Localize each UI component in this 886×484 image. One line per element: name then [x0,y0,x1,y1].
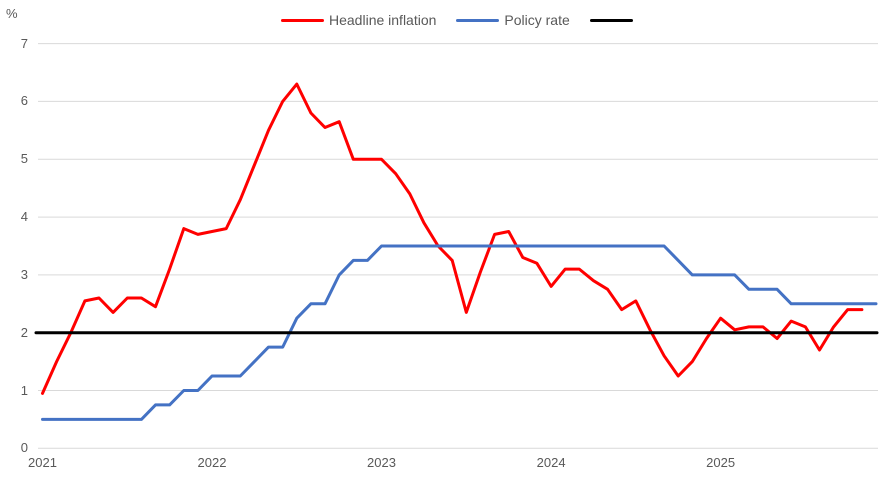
y-axis-tick-label-1: 1 [20,382,28,398]
y-axis-tick-label-6: 6 [20,93,28,109]
legend-item-policy-rate: Policy rate [456,12,570,28]
x-axis-tick-label-2023: 2023 [367,455,396,470]
legend-label-headline-inflation: Headline inflation [329,12,437,28]
series-lines [34,82,879,421]
y-axis-tick-label-2: 2 [20,324,28,340]
y-axis-unit-label: % [6,6,18,21]
series-line-0 [41,82,864,395]
legend-label-policy-rate: Policy rate [504,12,570,28]
x-axis-tick-label-2025: 2025 [706,455,736,470]
y-axis-tick-label-4: 4 [20,209,28,225]
legend-item-headline-inflation: Headline inflation [281,12,436,28]
legend-item-target-line [589,18,638,22]
chart-legend: Headline inflation Policy rate [281,11,638,29]
legend-swatch-blue-line [456,18,500,22]
series-line-1 [41,244,878,421]
legend-swatch-black-line [589,18,633,22]
y-axis-tick-label-7: 7 [20,35,28,51]
y-axis-tick-label-0: 0 [20,440,28,456]
legend-swatch-red-line [281,18,324,22]
y-axis-tick-label-3: 3 [20,266,28,282]
x-axis-tick-label-2024: 2024 [536,455,566,470]
y-axis-tick-label-5: 5 [20,151,28,167]
x-axis-tick-label-2021: 2021 [28,455,57,470]
x-axis-tick-label-2022: 2022 [197,455,227,470]
